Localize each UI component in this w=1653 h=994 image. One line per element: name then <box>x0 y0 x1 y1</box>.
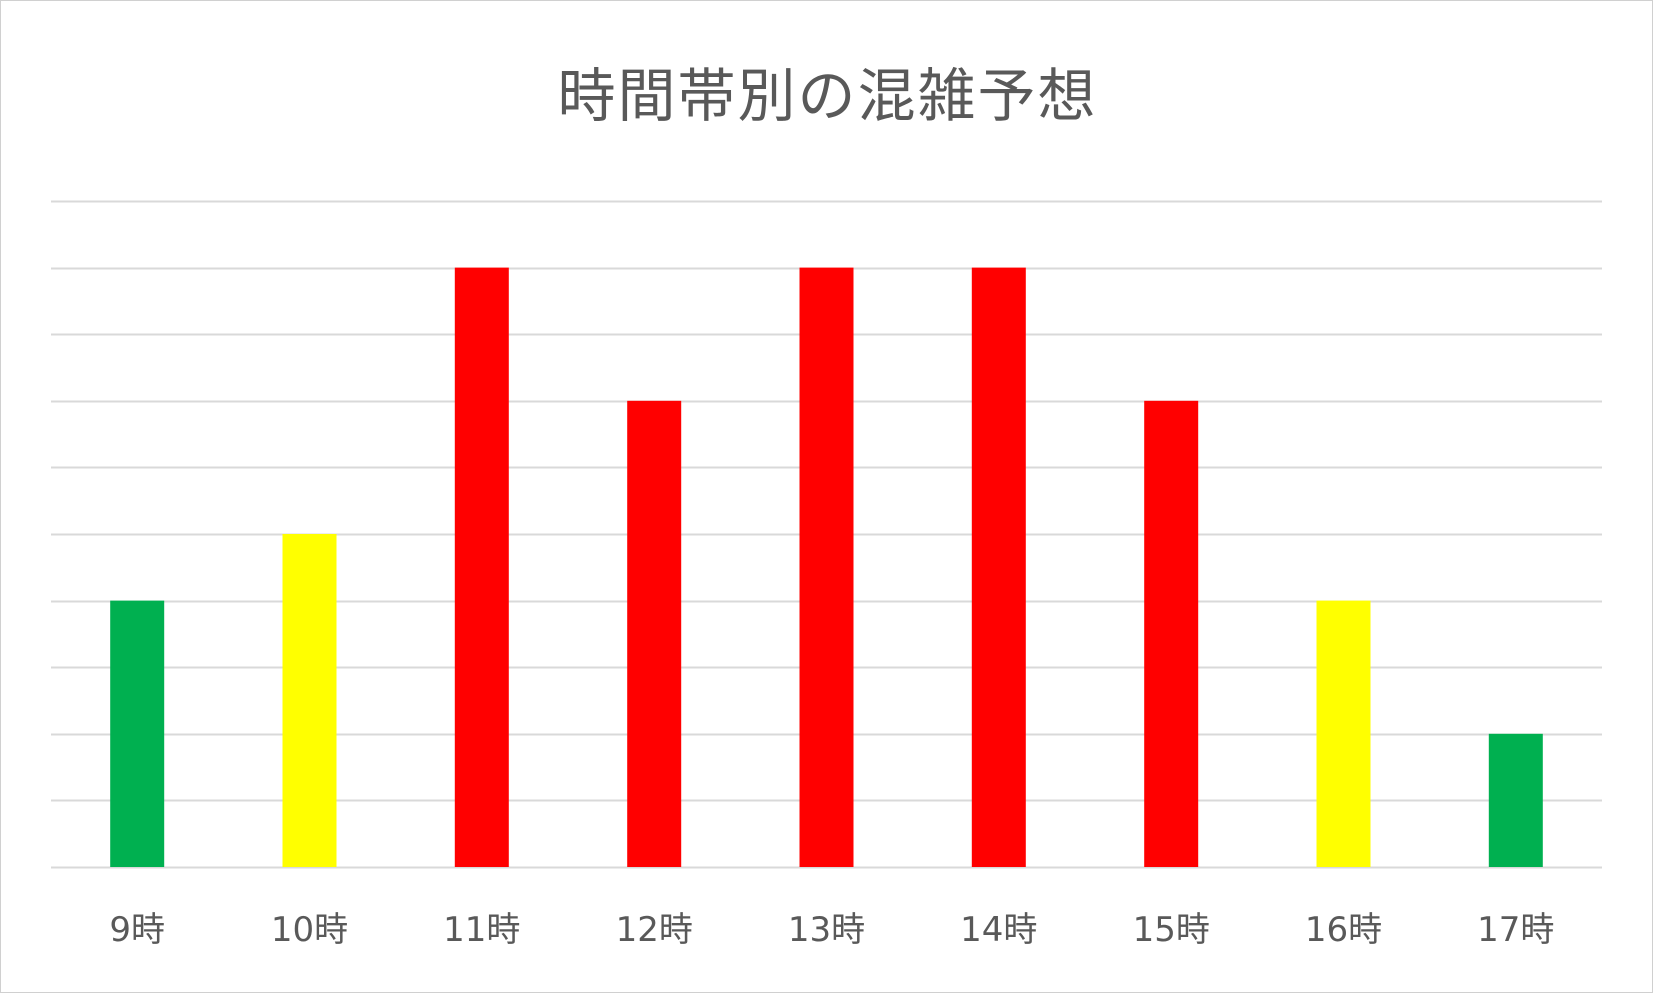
x-tick-label: 14時 <box>960 910 1037 950</box>
bar-3 <box>627 400 682 867</box>
x-axis-tick-labels: 9時 10時 11時 12時 13時 14時 15時 16時 17時 <box>109 910 1554 950</box>
bar-4 <box>799 267 854 868</box>
bar-8 <box>1488 733 1543 867</box>
bar-5 <box>971 267 1026 868</box>
chart-title: 時間帯別の混雑予想 <box>557 62 1098 130</box>
x-tick-label: 9時 <box>109 910 165 950</box>
bar-series <box>110 267 1543 868</box>
x-tick-label: 17時 <box>1477 910 1554 950</box>
bar-6 <box>1144 400 1199 867</box>
x-tick-label: 10時 <box>271 910 348 950</box>
bar-7 <box>1316 600 1371 867</box>
bar-2 <box>454 267 509 868</box>
bar-1 <box>282 534 337 867</box>
x-tick-label: 15時 <box>1133 910 1210 950</box>
x-tick-label: 16時 <box>1305 910 1382 950</box>
bar-0 <box>110 600 165 867</box>
x-tick-label: 13時 <box>788 910 865 950</box>
x-tick-label: 11時 <box>443 910 520 950</box>
x-tick-label: 12時 <box>616 910 693 950</box>
